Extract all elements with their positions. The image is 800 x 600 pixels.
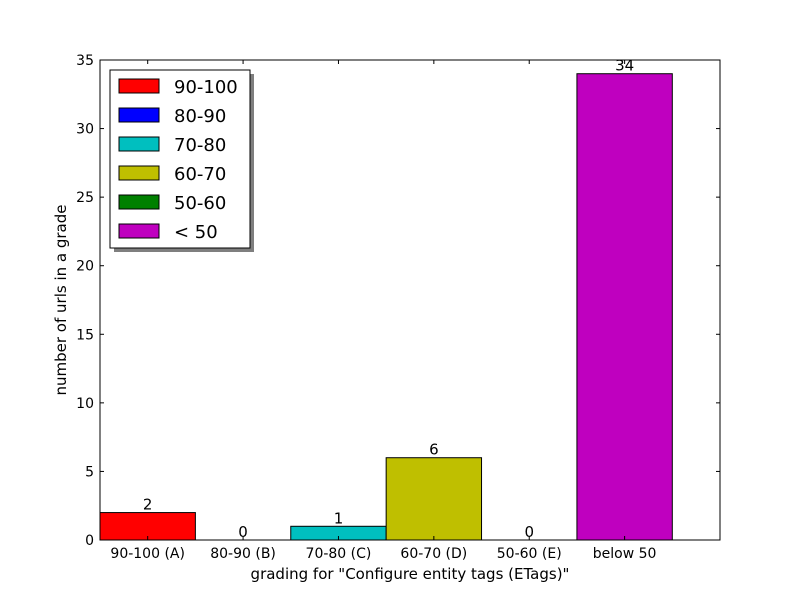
legend-swatch xyxy=(118,107,160,123)
y-tick-label: 35 xyxy=(76,53,94,69)
legend-swatch xyxy=(118,165,160,181)
legend-swatch xyxy=(118,223,160,239)
bar-value-label: 6 xyxy=(429,441,439,459)
y-tick-label: 10 xyxy=(76,396,94,412)
bar-value-label: 1 xyxy=(334,509,344,527)
legend-swatch xyxy=(118,78,160,94)
x-axis: 90-100 (A) 80-90 (B) 70-80 (C) 60-70 (D) 50-… xyxy=(110,60,656,562)
legend-label: 70-80 xyxy=(174,135,226,156)
x-tick-label: 50-60 (E) xyxy=(497,546,562,562)
bars-layer xyxy=(99,73,673,541)
legend-swatch xyxy=(118,136,160,152)
x-tick-label: 80-90 (B) xyxy=(210,546,276,562)
bar-5 xyxy=(576,73,673,541)
value-labels: 2 0 1 6 0 34 xyxy=(143,57,634,541)
legend: 90-100 80-90 70-80 60-70 50-60 < 50 xyxy=(109,69,254,252)
y-axis-label: number of urls in a grade xyxy=(52,205,70,396)
x-tick-label: 90-100 (A) xyxy=(110,546,185,562)
legend-label: 90-100 xyxy=(174,77,238,98)
bar-3 xyxy=(385,457,483,541)
legend-label: 50-60 xyxy=(174,193,226,214)
y-tick-label: 15 xyxy=(76,327,94,343)
y-tick-label: 5 xyxy=(85,464,94,480)
legend-label: 60-70 xyxy=(174,164,226,185)
x-tick-label: 60-70 (D) xyxy=(400,546,467,562)
bar-value-label: 34 xyxy=(615,57,634,75)
legend-swatch xyxy=(118,194,160,210)
y-tick-label: 20 xyxy=(76,259,94,275)
x-tick-label: 70-80 (C) xyxy=(306,546,372,562)
x-tick-label: below 50 xyxy=(593,546,657,562)
legend-label: 80-90 xyxy=(174,106,226,127)
bar-value-label: 0 xyxy=(238,523,248,541)
bar-value-label: 0 xyxy=(524,523,534,541)
bar-0 xyxy=(99,512,196,541)
x-axis-label: grading for "Configure entity tags (ETag… xyxy=(251,565,570,583)
legend-box xyxy=(109,69,251,249)
y-tick-label: 25 xyxy=(76,190,94,206)
bar-value-label: 2 xyxy=(143,496,153,514)
y-tick-label: 0 xyxy=(85,533,94,549)
y-tick-label: 30 xyxy=(76,122,94,138)
legend-label: < 50 xyxy=(174,222,218,243)
plot-frame xyxy=(99,59,721,541)
